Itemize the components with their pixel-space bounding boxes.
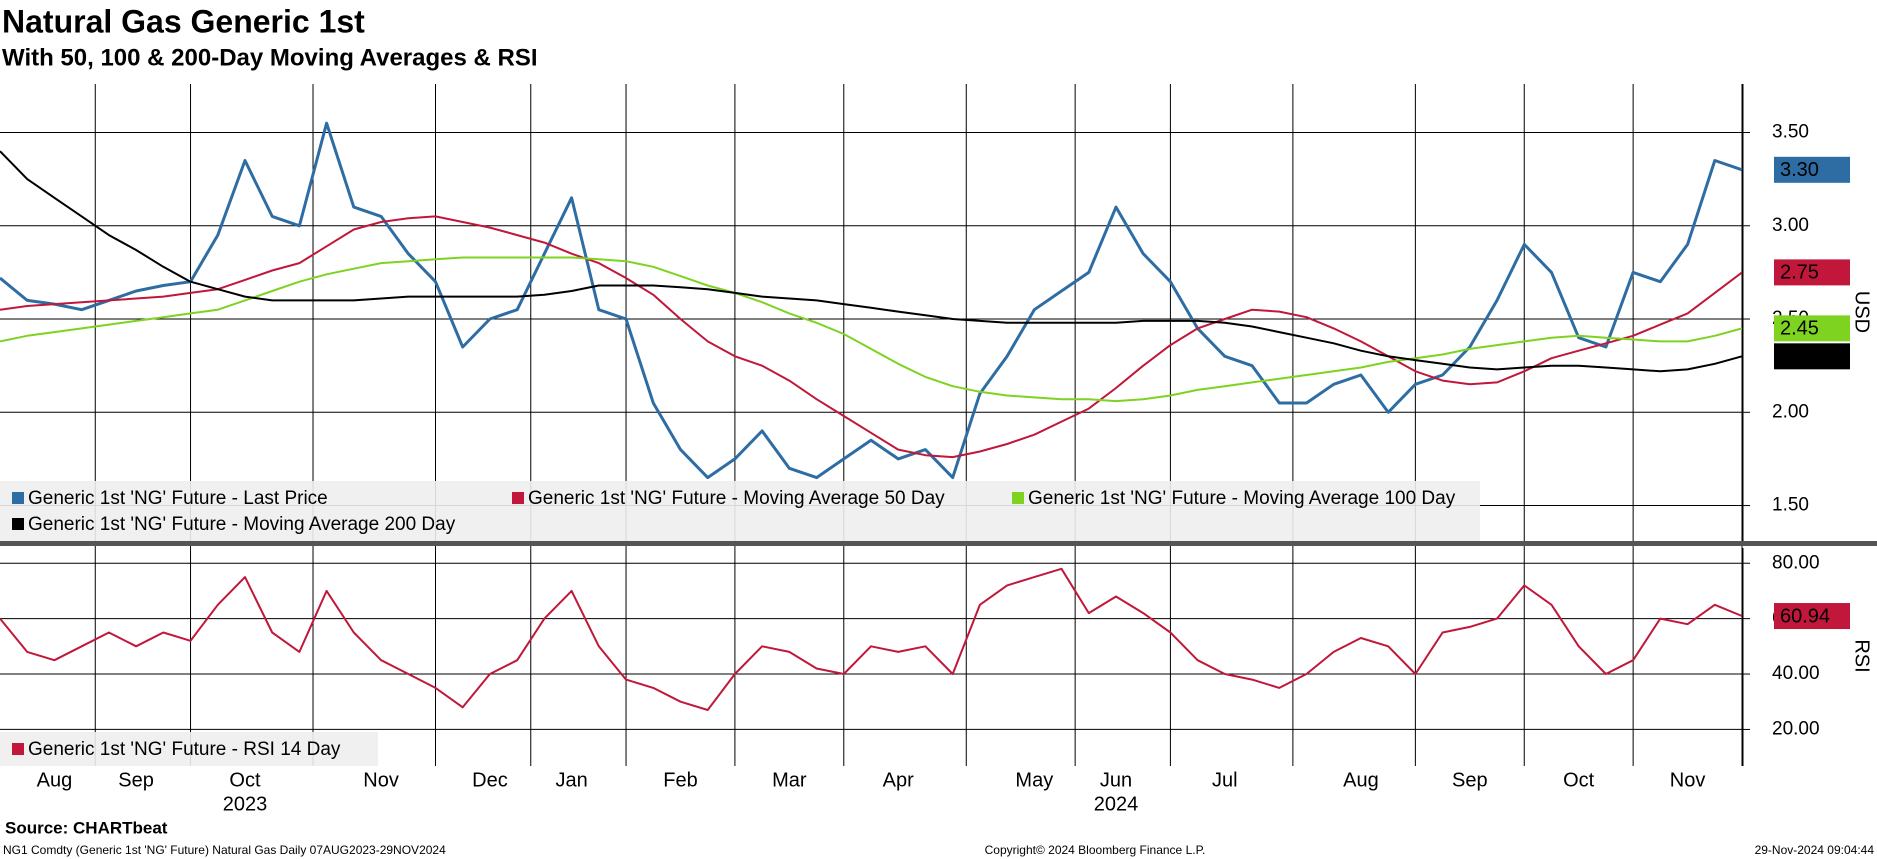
chart-subtitle: With 50, 100 & 200-Day Moving Averages &…: [2, 44, 538, 71]
legend-box: [0, 481, 1480, 541]
x-tick-label: Sep: [118, 769, 154, 791]
series-line: [0, 121, 1743, 480]
x-tick-label: Oct: [229, 769, 261, 791]
legend-swatch: [1012, 492, 1024, 504]
x-tick-label: Aug: [37, 769, 73, 791]
last-value-label: 60.94: [1780, 605, 1830, 627]
y-axis-label: RSI: [1851, 639, 1873, 672]
last-value-tag: [1774, 343, 1850, 370]
legend-label: Generic 1st 'NG' Future - RSI 14 Day: [28, 739, 341, 760]
series-line: [0, 567, 1743, 711]
copyright: Copyright© 2024 Bloomberg Finance L.P.: [985, 843, 1206, 857]
last-value-label: 3.30: [1780, 159, 1819, 181]
series-line: [0, 215, 1743, 459]
legend-box: [0, 732, 378, 766]
timestamp: 29-Nov-2024 09:04:44: [1755, 843, 1875, 857]
last-value-label: 2.45: [1780, 318, 1819, 340]
x-tick-label: Feb: [663, 769, 697, 791]
legend-label: Generic 1st 'NG' Future - Last Price: [28, 488, 328, 509]
legend-swatch: [12, 743, 24, 755]
y-tick-label: 40.00: [1772, 663, 1820, 684]
panel-separator: [0, 541, 1877, 546]
x-tick-label: Mar: [772, 769, 807, 791]
x-tick-label: Dec: [472, 769, 508, 791]
last-value-tag: [1774, 603, 1850, 630]
x-tick-label: Apr: [883, 769, 914, 791]
x-tick-label: Nov: [1670, 769, 1706, 791]
x-year-label: 2024: [1094, 793, 1139, 815]
x-tick-label: Jul: [1212, 769, 1238, 791]
last-value-tag: [1774, 156, 1850, 183]
y-tick-label: 80.00: [1772, 552, 1820, 573]
x-tick-label: Jan: [555, 769, 587, 791]
x-tick-label: Jun: [1100, 769, 1132, 791]
footer-description: NG1 Comdty (Generic 1st 'NG' Future) Nat…: [3, 843, 446, 857]
legend-label: Generic 1st 'NG' Future - Moving Average…: [28, 514, 456, 535]
last-value-tag: [1774, 315, 1850, 342]
y-tick-label: 1.50: [1772, 495, 1809, 516]
y-tick-label: 20.00: [1772, 718, 1820, 739]
y-tick-label: 2.00: [1772, 401, 1809, 422]
x-year-label: 2023: [223, 793, 268, 815]
legend-swatch: [12, 492, 24, 504]
y-tick-label: 3.50: [1772, 122, 1809, 143]
y-axis-label: USD: [1851, 291, 1873, 333]
legend-label: Generic 1st 'NG' Future - Moving Average…: [1028, 488, 1456, 509]
last-value-label: 2.75: [1780, 262, 1819, 284]
source: Source: CHARTbeat: [5, 818, 168, 837]
x-tick-label: Nov: [363, 769, 399, 791]
last-value-tag: [1774, 259, 1850, 286]
legend-swatch: [512, 492, 524, 504]
x-tick-label: Aug: [1343, 769, 1379, 791]
y-tick-label: 3.00: [1772, 215, 1809, 236]
chart-title: Natural Gas Generic 1st: [2, 3, 365, 39]
x-tick-label: Sep: [1452, 769, 1488, 791]
series-line: [0, 150, 1743, 373]
last-value-label: 2.30: [1780, 346, 1819, 368]
legend-swatch: [12, 518, 24, 530]
series-line: [0, 256, 1743, 403]
x-tick-label: May: [1015, 769, 1053, 791]
legend-label: Generic 1st 'NG' Future - Moving Average…: [528, 488, 945, 509]
x-tick-label: Oct: [1563, 769, 1595, 791]
